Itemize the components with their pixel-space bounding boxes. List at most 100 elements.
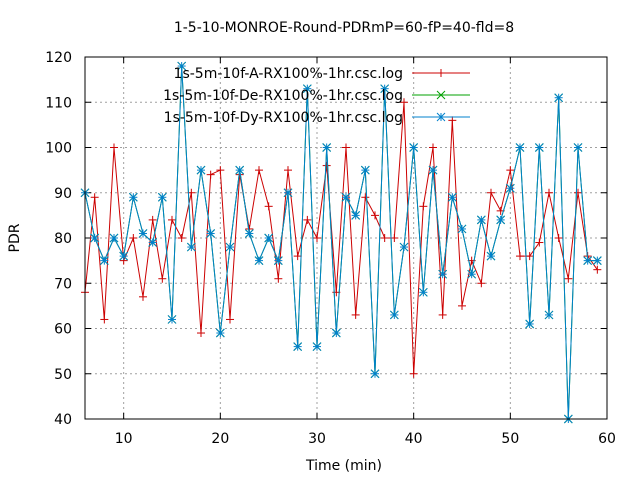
data-point [351,310,360,319]
legend-entry: 1s-5m-10f-De-RX100%-1hr.csc.log [163,88,470,104]
legend-swatch-marker [436,112,446,122]
data-point [342,143,350,152]
data-point [110,143,118,152]
legend-entry: 1s-5m-10f-A-RX100%-1hr.csc.log [174,66,470,82]
data-point [293,342,303,351]
y-tick-label: 40 [54,412,72,428]
data-point [505,183,515,193]
data-point [496,215,506,225]
data-point [361,193,370,202]
legend-label: 1s-5m-10f-De-RX100%-1hr.csc.log [163,88,403,104]
y-axis-label: PDR [7,223,23,252]
y-tick-label: 110 [45,95,72,111]
data-point [273,256,283,265]
x-axis-label: Time (min) [305,458,382,474]
data-point [409,369,418,378]
data-point [370,369,380,379]
data-point [322,161,331,170]
x-tick-label: 40 [405,431,423,447]
data-point [244,229,254,238]
data-point [177,61,187,71]
data-point [109,233,119,243]
data-point [139,292,147,301]
data-point [197,329,205,338]
data-point [168,215,176,224]
y-tick-label: 60 [54,322,72,338]
plot-frame [84,56,608,420]
y-tick-label: 70 [54,276,72,292]
data-point [226,315,234,324]
x-tick-label: 30 [308,431,326,447]
data-point [225,242,235,252]
data-point [274,274,283,283]
data-point [167,315,177,324]
data-point [477,279,486,288]
data-point [215,328,225,338]
data-point [390,234,399,242]
data-point [380,84,390,94]
data-point [360,165,370,175]
data-point [399,242,409,252]
series-line [84,102,598,374]
data-point [293,252,302,261]
legend: 1s-5m-10f-A-RX100%-1hr.csc.log 1s-5m-10f-… [163,66,470,126]
data-point [506,166,515,175]
data-point [90,233,100,243]
data-point [389,310,399,320]
data-point [284,166,292,175]
x-tick-label: 10 [115,431,133,447]
data-point [487,188,495,197]
data-point [206,229,216,238]
data-point [206,170,215,179]
data-point [516,252,524,261]
data-point [467,269,477,279]
data-point [592,256,602,265]
data-point [312,342,322,351]
data-point [476,215,486,225]
data-point [574,188,582,197]
y-tick-label: 120 [45,50,72,66]
data-point [302,84,312,94]
data-point [534,143,544,152]
data-point [351,211,361,220]
series-layer [80,61,602,424]
y-tick-label: 90 [54,186,72,202]
data-point [129,234,138,242]
data-point [525,319,535,329]
data-point [235,165,245,175]
data-point [186,242,196,252]
data-point [380,234,389,242]
data-point [418,287,428,297]
data-point [535,238,544,247]
data-point [177,234,186,242]
data-point [438,310,447,319]
chart-title: 1-5-10-MONROE-Round-PDRmP=60-fP=40-fld=8 [174,20,514,36]
data-point [264,233,274,243]
data-point [254,256,264,265]
data-point [331,328,341,338]
data-point [264,202,273,211]
data-point [90,193,99,202]
legend-swatch-marker [436,90,446,100]
x-tick-label: 20 [211,431,229,447]
data-point [564,274,573,283]
data-point [303,215,312,224]
data-point [525,252,534,261]
data-point [138,229,148,238]
data-point [429,143,437,152]
legend-label: 1s-5m-10f-A-RX100%-1hr.csc.log [174,66,403,82]
data-point [313,234,321,242]
data-point [447,192,457,202]
data-point [554,93,564,103]
data-point [544,310,554,320]
data-point [419,202,428,211]
data-point [448,116,457,125]
data-point [148,215,157,224]
data-point [196,165,206,175]
data-point [400,98,408,107]
data-point [573,143,583,152]
data-point [283,188,293,198]
x-tick-label: 60 [598,431,616,447]
data-point [255,166,263,175]
